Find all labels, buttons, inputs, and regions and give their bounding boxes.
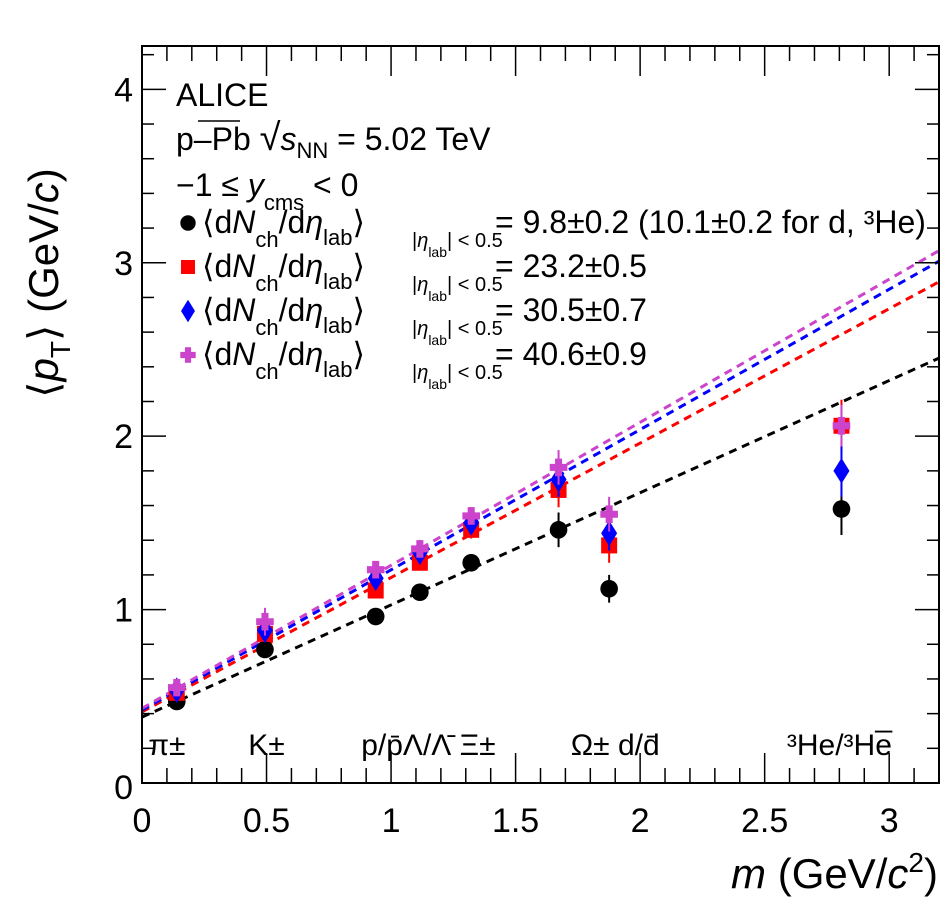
- x-tick-label: 0: [133, 802, 152, 840]
- particle-label: π±: [148, 729, 185, 762]
- rapidity-label: −1 ≤ ycms < 0: [176, 167, 358, 215]
- x-tick-label: 0.5: [243, 802, 290, 840]
- legend-marker-square: [181, 260, 195, 274]
- particle-label: ³He/³He̅: [787, 729, 893, 762]
- y-axis-title: ⟨pT⟩ (GeV/c): [20, 168, 76, 398]
- tick-labels: 0 0.5 1 1.5 2 2.5 3 0 1 2 3 4: [114, 71, 899, 840]
- fit-line: [141, 356, 940, 719]
- x-tick-label: 1: [382, 802, 401, 840]
- x-tick-label: 1.5: [492, 802, 539, 840]
- legend-condition: |ηlab| < 0.5: [412, 318, 503, 348]
- data-point-cross: [600, 505, 618, 524]
- y-tick-label: 0: [114, 769, 133, 807]
- legend-label: ⟨dNch/dηlab⟩: [202, 204, 365, 252]
- legend-condition: |ηlab| < 0.5: [412, 274, 503, 304]
- data-point-diamond: [833, 458, 850, 484]
- fit-lines: [141, 249, 940, 719]
- x-axis-title: m (GeV/c2): [731, 847, 938, 897]
- data-point-circle: [600, 579, 618, 598]
- axis-ticks: [141, 46, 940, 784]
- legend-label: ⟨dNch/dηlab⟩: [202, 292, 365, 340]
- data-point-cross: [462, 507, 480, 525]
- legend-marker-cross: [180, 347, 196, 363]
- legend-condition: |ηlab| < 0.5: [412, 230, 503, 260]
- data-point-circle: [832, 500, 851, 518]
- legend-value: = 30.5±0.7: [495, 292, 647, 328]
- data-point-circle: [366, 607, 385, 626]
- data-point-circle: [549, 521, 568, 539]
- legend-condition: |ηlab| < 0.5: [412, 362, 503, 392]
- particle-label: Ω± d/d̄: [571, 729, 660, 762]
- data-point-cross: [549, 458, 568, 477]
- y-tick-label: 2: [114, 418, 133, 456]
- legend-value: = 40.6±0.9: [495, 336, 647, 372]
- y-tick-label: 1: [114, 592, 133, 630]
- data-point-circle: [256, 640, 274, 659]
- y-tick-label: 4: [114, 71, 133, 109]
- x-tick-label: 3: [880, 802, 899, 840]
- legend-value: = 9.8±0.2 (10.1±0.2 for d, ³He): [495, 204, 926, 240]
- legend-marker-circle: [180, 215, 196, 231]
- x-tick-label: 2: [631, 802, 650, 840]
- particle-label: K±: [248, 729, 284, 762]
- particle-label: p/p̄Λ/Λ̄ Ξ±: [361, 729, 495, 762]
- legend-marker-diamond: [181, 299, 195, 323]
- y-tick-label: 3: [114, 245, 133, 283]
- legend-label: ⟨dNch/dηlab⟩: [202, 248, 365, 296]
- particle-annotations: π± K± p/p̄Λ/Λ̄ Ξ± Ω± d/d̄ ³He/³He̅: [148, 729, 892, 762]
- data-point-cross: [167, 678, 186, 697]
- legend: ⟨dNch/dηlab⟩|ηlab| < 0.5= 9.8±0.2 (10.1±…: [180, 204, 926, 392]
- fit-line: [141, 259, 940, 712]
- data-point-diamond: [601, 520, 618, 547]
- legend-value: = 23.2±0.5: [495, 248, 647, 284]
- data-points: [167, 399, 851, 711]
- x-tick-label: 2.5: [741, 802, 788, 840]
- data-point-circle: [462, 553, 480, 572]
- data-point-cross: [832, 416, 851, 435]
- data-point-circle: [411, 583, 429, 602]
- experiment-label: ALICE: [176, 77, 268, 113]
- data-point-cross: [411, 540, 429, 558]
- fit-line: [141, 280, 940, 714]
- data-point-cross: [256, 612, 274, 631]
- system-label: p–Pb √sNN = 5.02 TeV: [176, 117, 491, 163]
- legend-label: ⟨dNch/dηlab⟩: [202, 336, 365, 384]
- data-point-cross: [366, 560, 385, 579]
